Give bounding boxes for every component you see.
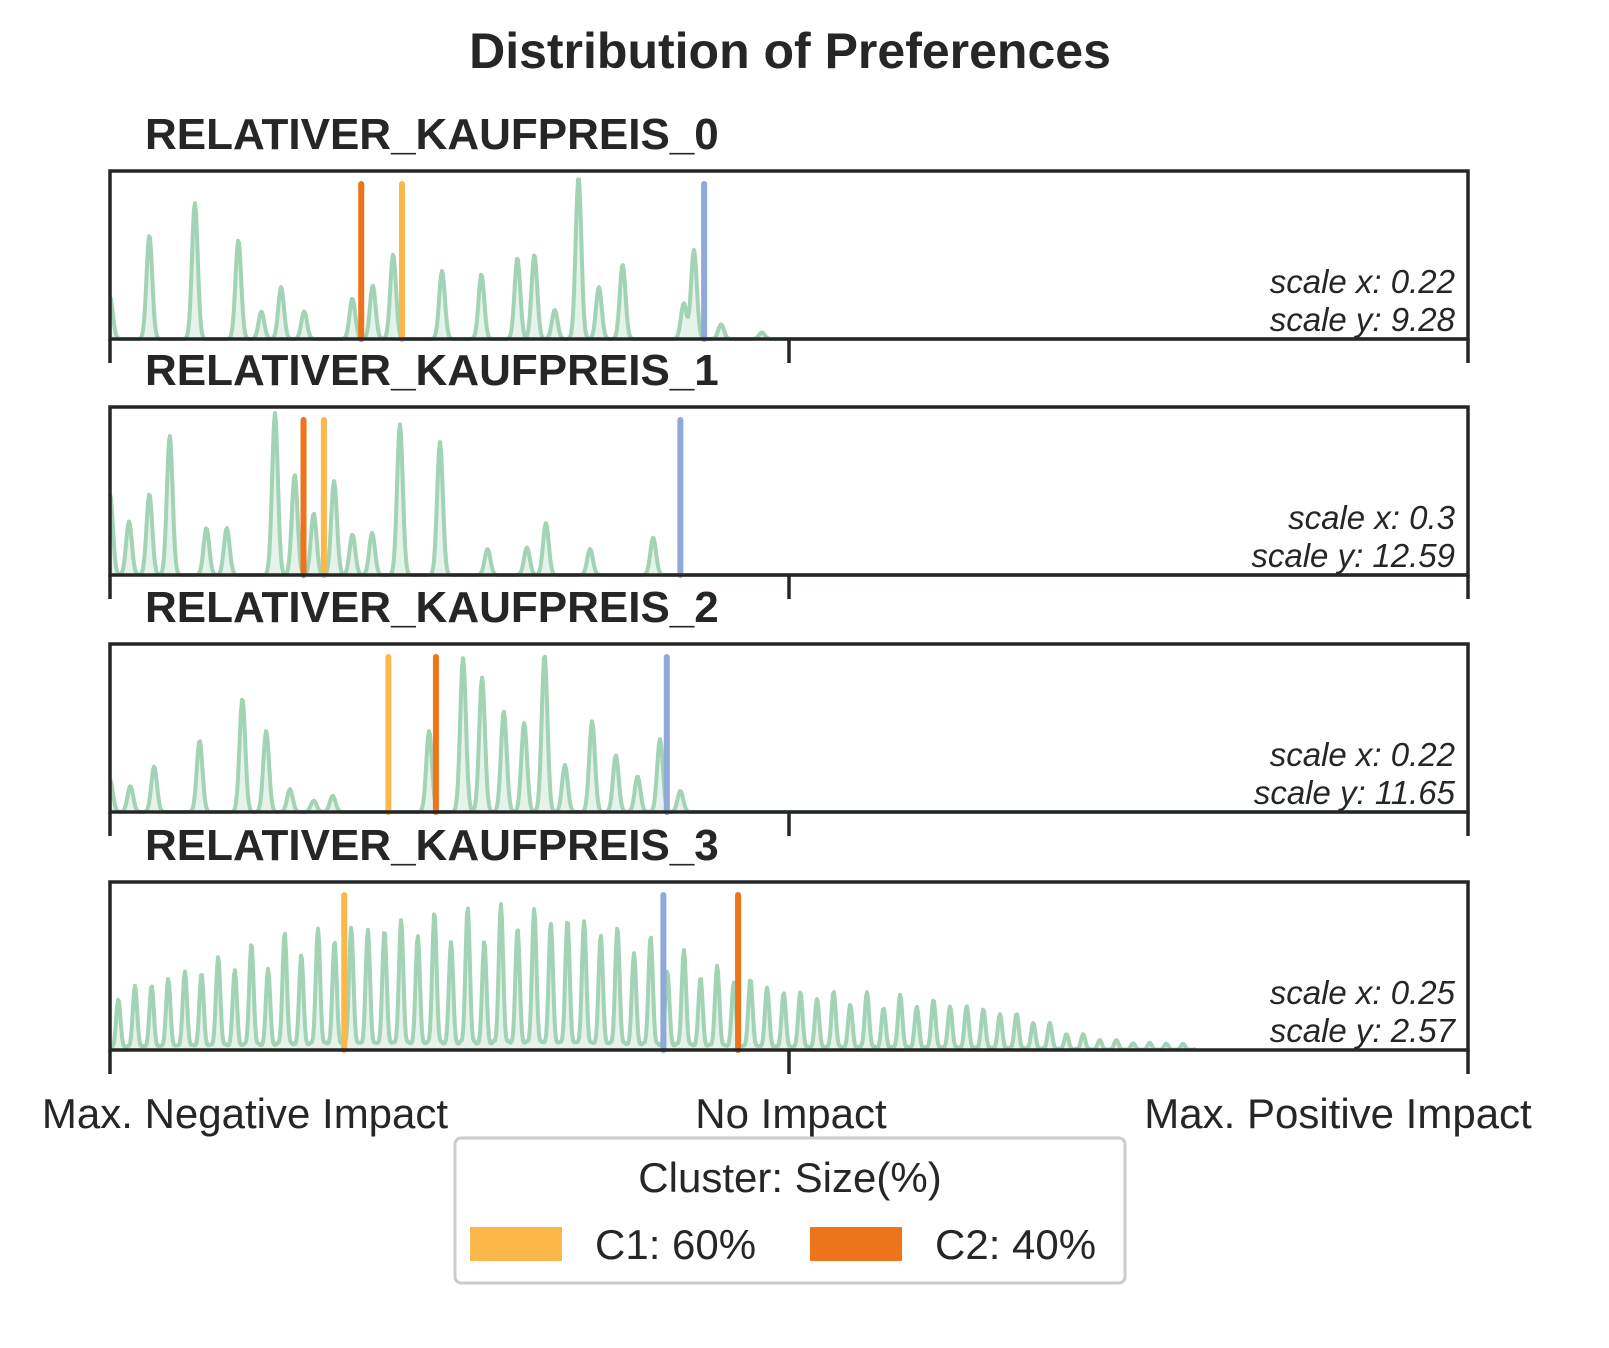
legend: Cluster: Size(%) C1: 60% C2: 40% [453, 1136, 1127, 1285]
legend-swatch-c2 [810, 1227, 902, 1261]
scale-y-label: scale y: 11.65 [1254, 774, 1456, 811]
legend-label-c1: C1: 60% [595, 1221, 756, 1268]
panel-title: RELATIVER_KAUFPREIS_3 [145, 821, 719, 870]
distribution-area [110, 656, 1468, 812]
legend-label-c2: C2: 40% [935, 1221, 1096, 1268]
x-tick-label-negative: Max. Negative Impact [42, 1090, 448, 1137]
chart-title: Distribution of Preferences [469, 23, 1111, 79]
distribution-line [108, 177, 1469, 341]
panel-title: RELATIVER_KAUFPREIS_1 [145, 346, 719, 395]
scale-x-label: scale x: 0.25 [1270, 974, 1456, 1011]
x-tick-label-positive: Max. Positive Impact [1144, 1090, 1532, 1137]
scale-y-label: scale y: 2.57 [1270, 1012, 1457, 1049]
distribution-line [109, 902, 1198, 1052]
scale-y-label: scale y: 9.28 [1270, 301, 1456, 338]
legend-frame [453, 1136, 1127, 1285]
scale-x-label: scale x: 0.22 [1270, 736, 1455, 773]
scale-y-label: scale y: 12.59 [1251, 537, 1455, 574]
legend-title: Cluster: Size(%) [638, 1154, 941, 1201]
panel-frame [108, 169, 1470, 341]
legend-swatch-c1 [470, 1227, 562, 1261]
panel-title: RELATIVER_KAUFPREIS_0 [145, 110, 719, 159]
x-axis: Max. Negative Impact No Impact Max. Posi… [42, 1090, 1532, 1137]
distribution-area [110, 179, 1468, 339]
panel-title: RELATIVER_KAUFPREIS_2 [145, 583, 719, 632]
scale-x-label: scale x: 0.22 [1270, 263, 1455, 300]
x-tick-label-neutral: No Impact [695, 1090, 887, 1137]
scale-x-label: scale x: 0.3 [1288, 499, 1456, 536]
